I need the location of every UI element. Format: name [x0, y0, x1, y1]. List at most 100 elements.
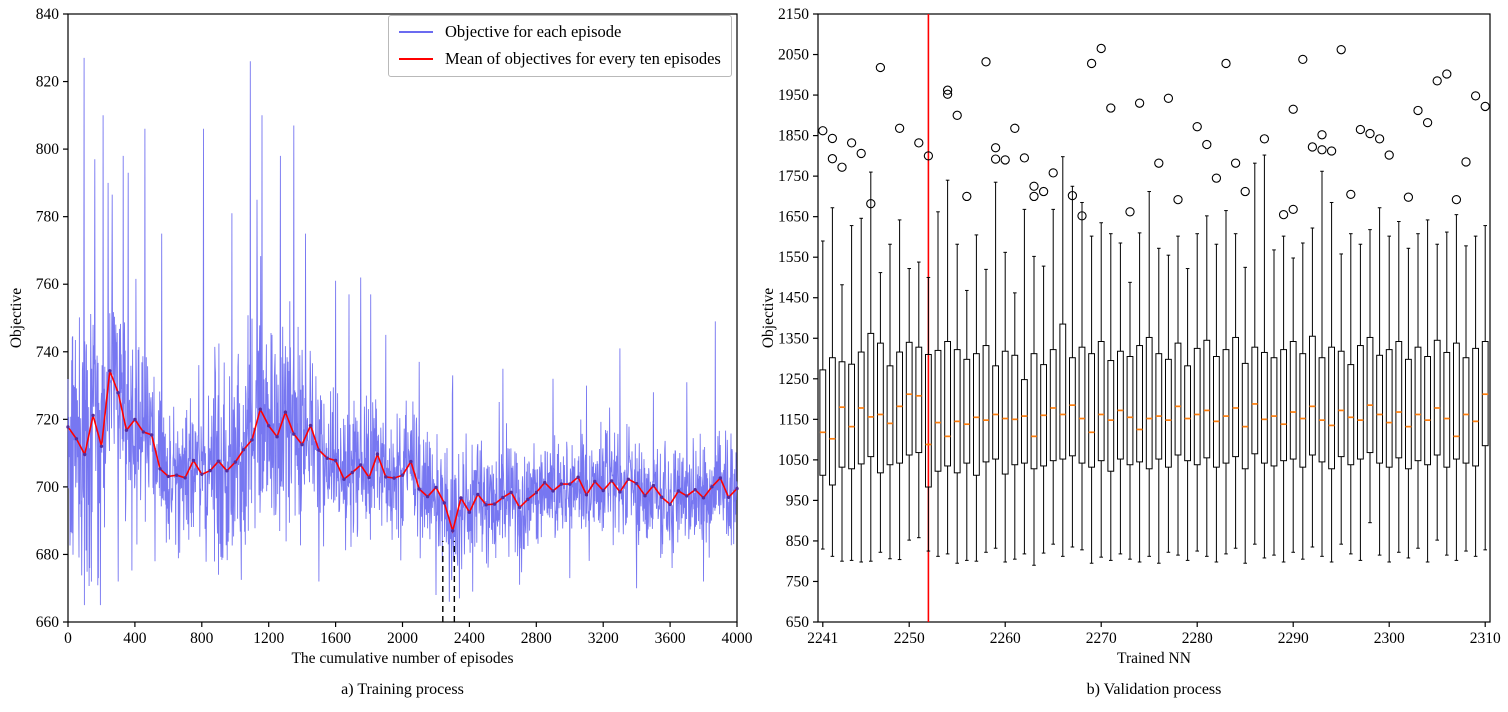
y-tick-label: 660	[36, 614, 60, 631]
iqr-box	[1414, 346, 1422, 462]
iqr-box	[1184, 365, 1192, 462]
mean-marker	[660, 495, 664, 499]
iqr-box	[982, 345, 990, 463]
outlier-point	[818, 126, 828, 136]
iqr-box	[1069, 357, 1076, 457]
outlier-point	[1346, 189, 1356, 200]
mean-marker	[317, 448, 321, 452]
outlier-point	[1403, 192, 1414, 202]
mean-line-swatch	[399, 57, 433, 60]
boxplot	[923, 151, 934, 552]
x-tick-label: 2290	[1278, 630, 1309, 647]
outlier-point	[1038, 186, 1049, 197]
iqr-box	[1337, 350, 1345, 458]
outlier-point	[1288, 204, 1298, 215]
iqr-box	[1107, 360, 1115, 472]
mean-marker	[158, 467, 162, 471]
outlier-point	[1163, 93, 1174, 103]
iqr-box	[953, 349, 961, 474]
iqr-box	[1453, 342, 1460, 460]
boxplot	[1154, 158, 1164, 564]
boxplot	[1422, 117, 1433, 563]
iqr-box	[925, 353, 932, 488]
x-tick-label: 1200	[253, 630, 284, 647]
boxplot	[1432, 76, 1442, 541]
boxplot	[1211, 173, 1222, 563]
boxplot	[818, 126, 828, 550]
outlier-point	[1288, 104, 1298, 114]
outlier-point	[1000, 155, 1010, 165]
mean-marker	[668, 502, 672, 507]
legend-episode-label: Objective for each episode	[445, 22, 622, 41]
boxplot	[1240, 186, 1250, 564]
boxplot	[1010, 123, 1020, 560]
mean-marker	[258, 407, 262, 411]
outlier-point	[1422, 117, 1433, 128]
iqr-box	[1049, 349, 1057, 462]
mean-marker	[308, 423, 313, 428]
outlier-point	[1211, 173, 1222, 183]
mean-marker	[300, 442, 304, 447]
boxplot	[1365, 128, 1375, 524]
mean-marker	[66, 425, 70, 429]
y-tick-label: 680	[36, 546, 60, 563]
boxplot	[1086, 58, 1097, 564]
outlier-point	[1106, 103, 1116, 113]
mean-marker	[74, 437, 79, 441]
iqr-box	[1193, 347, 1201, 466]
y-tick-label: 1850	[778, 128, 809, 145]
mean-marker	[108, 369, 112, 373]
boxplot	[1442, 69, 1452, 556]
x-tick-label: 2260	[990, 630, 1021, 647]
mean-marker	[200, 472, 204, 476]
outlier-point	[1125, 207, 1135, 217]
mean-marker	[350, 470, 354, 475]
iqr-box	[896, 351, 903, 464]
mean-marker	[451, 529, 455, 533]
training-ylabel: Objective	[8, 287, 25, 349]
outlier-point	[1077, 211, 1087, 221]
legend: Objective for each episode Mean of objec…	[388, 15, 732, 78]
training-xlabel: The cumulative number of episodes	[291, 650, 514, 667]
boxplot	[942, 85, 953, 555]
outlier-point	[1202, 139, 1212, 150]
mean-marker	[359, 463, 363, 467]
legend-item-episode: Objective for each episode	[399, 22, 721, 43]
boxplot	[1019, 153, 1030, 555]
mean-marker	[434, 485, 438, 490]
mean-marker	[559, 482, 564, 486]
iqr-box	[829, 357, 836, 486]
y-tick-label: 720	[36, 411, 60, 428]
validation-ylabel: Objective	[760, 287, 777, 349]
iqr-box	[915, 346, 923, 454]
mean-marker	[634, 481, 639, 486]
boxplot	[952, 110, 962, 564]
outlier-point	[1317, 145, 1327, 155]
iqr-box	[1395, 341, 1403, 459]
boxplot	[866, 171, 876, 562]
y-tick-label: 850	[786, 533, 810, 550]
mean-marker	[492, 502, 497, 506]
x-tick-label: 2300	[1374, 630, 1405, 647]
iqr-box	[867, 332, 875, 458]
boxplot	[1395, 221, 1403, 553]
boxplot	[1059, 156, 1067, 557]
outlier-point	[1048, 168, 1058, 178]
iqr-box	[1203, 339, 1211, 459]
x-tick-label: 0	[64, 630, 72, 647]
boxplot	[1192, 122, 1202, 552]
iqr-box	[1309, 335, 1316, 456]
outlier-point	[990, 154, 1001, 164]
y-tick-label: 750	[786, 573, 810, 590]
mean-marker	[149, 433, 154, 437]
y-tick-label: 1950	[778, 87, 809, 104]
boxplot	[1298, 54, 1308, 560]
iqr-box	[1174, 342, 1182, 456]
mean-marker	[626, 477, 630, 481]
outlier-point	[981, 57, 991, 67]
mean-marker	[375, 452, 380, 456]
boxplot	[1202, 139, 1212, 557]
boxplot	[1106, 103, 1116, 561]
outlier-point	[1192, 122, 1202, 132]
